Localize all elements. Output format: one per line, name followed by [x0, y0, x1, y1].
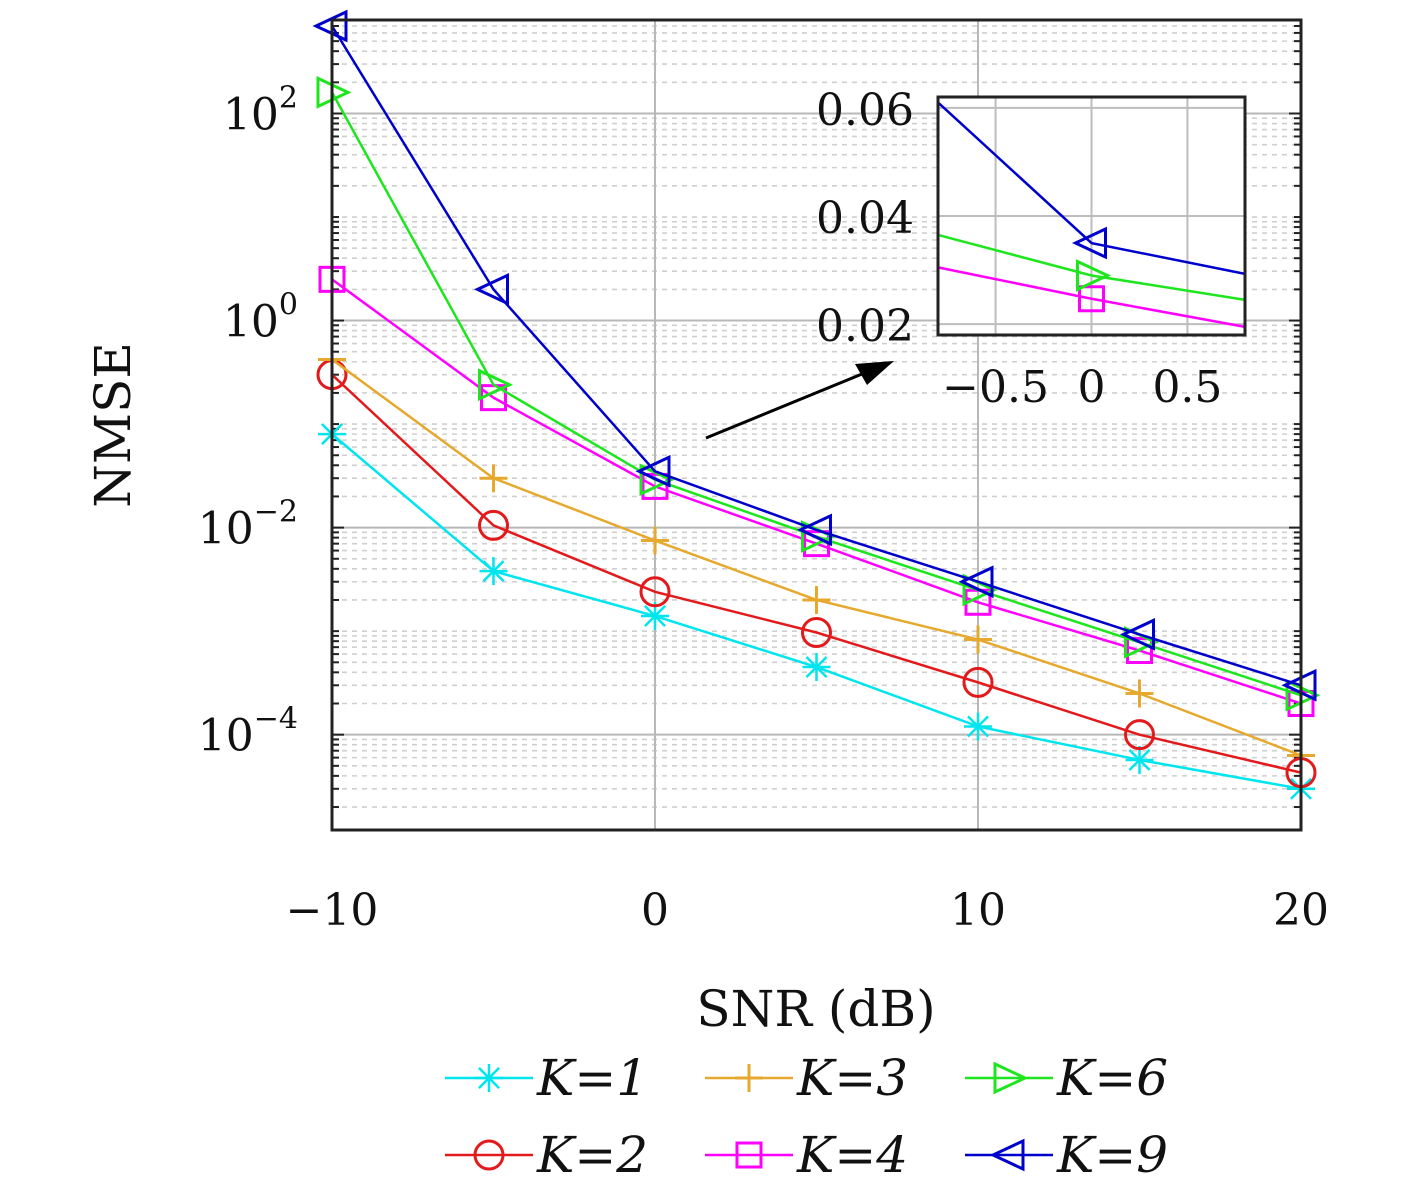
- x-tick-label: 20: [1273, 885, 1329, 936]
- inset-series-k4-line: [937, 266, 1246, 329]
- x-tick-label: 10: [950, 885, 1006, 936]
- y-tick-label: 102: [223, 80, 298, 140]
- main-grid: [331, 20, 1302, 830]
- series-k3-point: [802, 585, 831, 614]
- legend-marker-k6: [993, 1061, 1029, 1095]
- series-k3-point: [1125, 679, 1154, 708]
- legend-label-k9: K=9: [1056, 1126, 1168, 1184]
- inset-y-tick-label: 0.02: [816, 301, 914, 352]
- series-k2-point: [478, 509, 509, 541]
- main-y-tick-labels: 102 100 10−2 10−4: [198, 80, 298, 761]
- legend: K=1 K=3 K=6 K=2 K=4 K=9: [445, 1049, 1168, 1184]
- series-k3-point: [479, 464, 508, 493]
- series-k1-point: [964, 712, 992, 741]
- x-axis-title: SNR (dB): [696, 980, 935, 1038]
- series-k3-point: [641, 526, 669, 555]
- legend-entry-k9: K=9: [965, 1126, 1168, 1184]
- series-k9-line: [330, 25, 1302, 687]
- series-k9-point: [635, 454, 671, 488]
- inset-x-tick-labels: −0.5 0 0.5: [942, 362, 1222, 413]
- inset-series-k4: [937, 266, 1246, 329]
- inset-x-tick-label: 0: [1078, 362, 1106, 413]
- legend-entry-k1: K=1: [445, 1049, 648, 1107]
- inset-y-tick-label: 0.06: [816, 85, 914, 136]
- y-axis-title: NMSE: [84, 342, 142, 508]
- series-k1-point: [802, 653, 831, 682]
- legend-label-k6: K=6: [1056, 1049, 1168, 1107]
- series-k1-point: [479, 557, 508, 586]
- legend-entry-k3: K=3: [705, 1049, 908, 1107]
- legend-entry-k2: K=2: [445, 1126, 648, 1184]
- legend-marker-k9: [989, 1138, 1025, 1172]
- series-k9-point: [1119, 618, 1155, 651]
- inset-grid: [938, 97, 1245, 335]
- series-k4-point: [641, 472, 669, 500]
- main-plot-frame: [330, 18, 1303, 832]
- legend-entry-k4: K=4: [705, 1126, 908, 1184]
- series-k2-point: [639, 576, 671, 608]
- legend-marker-k1: [475, 1064, 503, 1092]
- inset-series-k4-point: [1078, 285, 1105, 313]
- series-k9-point: [796, 513, 832, 547]
- zoom-arrow: [705, 361, 894, 440]
- inset-series-k9: [937, 101, 1246, 276]
- series-k2-point: [1124, 719, 1155, 751]
- legend-label-k2: K=2: [536, 1126, 648, 1184]
- legend-entry-k6: K=6: [965, 1049, 1168, 1107]
- inset-series-layer: [937, 101, 1246, 329]
- series-k2-point: [962, 666, 994, 698]
- legend-label-k4: K=4: [796, 1126, 908, 1184]
- series-k2-point: [801, 617, 832, 649]
- series-k6-point: [478, 368, 514, 402]
- inset-series-k9-point: [1071, 226, 1107, 260]
- inset-y-tick-labels: 0.02 0.04 0.06: [816, 85, 914, 352]
- inset-series-k6-point: [1076, 259, 1112, 292]
- series-k1-point: [641, 602, 669, 631]
- y-tick-label: 10−2: [198, 495, 298, 555]
- legend-marker-k3: [735, 1064, 763, 1092]
- inset-series-k9-line: [937, 101, 1246, 276]
- main-x-tick-labels: −10 0 10 20: [286, 885, 1329, 936]
- legend-marker-k4: [735, 1141, 763, 1169]
- inset-y-tick-label: 0.04: [816, 193, 914, 244]
- series-k9-point: [958, 565, 994, 599]
- y-tick-label: 10−4: [198, 702, 298, 762]
- series-k9-point: [473, 273, 509, 306]
- x-tick-label: −10: [286, 885, 379, 936]
- x-tick-label: 0: [641, 885, 669, 936]
- y-tick-label: 100: [223, 288, 298, 348]
- series-k3-point: [964, 625, 992, 654]
- legend-label-k1: K=1: [536, 1049, 648, 1107]
- inset-x-tick-label: 0.5: [1152, 362, 1222, 413]
- series-k2-line: [331, 373, 1302, 774]
- inset-series-k6: [937, 233, 1246, 302]
- legend-label-k3: K=3: [796, 1049, 908, 1107]
- inset-series-k6-line: [937, 233, 1246, 302]
- inset-frame: [936, 95, 1247, 337]
- series-k1-point: [1125, 745, 1154, 774]
- inset-x-tick-label: −0.5: [942, 362, 1049, 413]
- legend-marker-k2: [473, 1139, 505, 1171]
- series-k4-point: [1126, 637, 1153, 665]
